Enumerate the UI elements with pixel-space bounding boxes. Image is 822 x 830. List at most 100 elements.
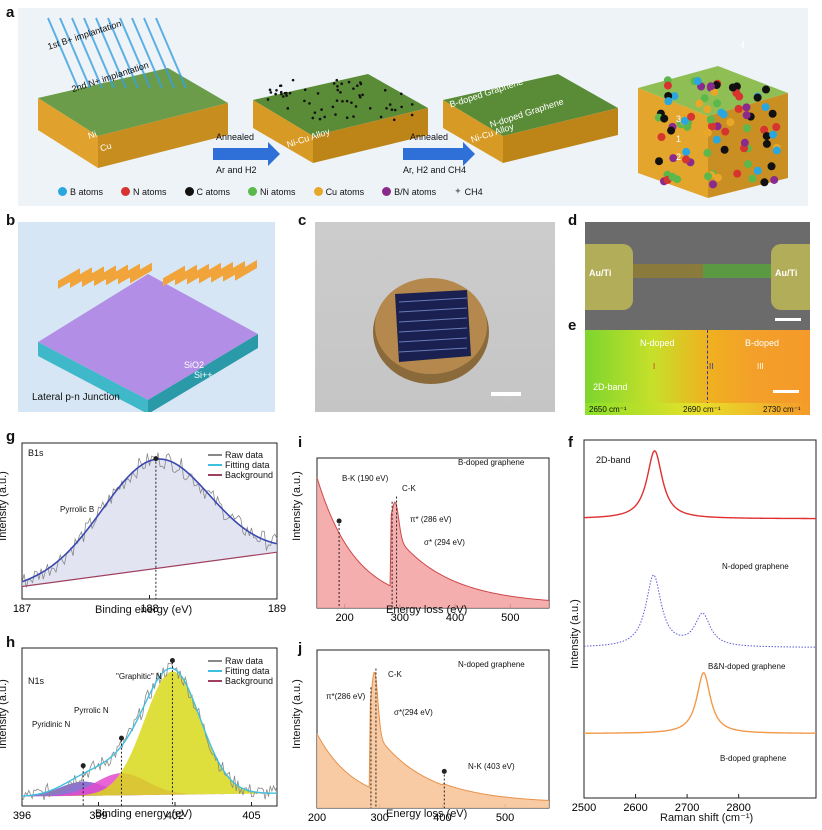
carbon-atom: [358, 95, 362, 99]
ion-beam: [95, 17, 127, 89]
legend-bn-atoms: B/N atoms: [382, 186, 436, 197]
lattice-atom: [682, 147, 691, 156]
lattice-atom: [657, 133, 666, 142]
panel-c-photo: [315, 222, 555, 412]
i-edge-dot: [336, 518, 342, 524]
contact-pad: [106, 264, 128, 286]
j-sigma: σ*(294 eV): [394, 708, 433, 717]
carbon-atom: [339, 91, 342, 94]
chart-g: 187 188 189: [13, 442, 286, 615]
lattice-atom: [734, 104, 743, 113]
carbon-atom: [341, 100, 344, 103]
i-tick-label: 400: [446, 612, 464, 624]
g-background-line: [21, 551, 278, 588]
h-peak-dot: [118, 735, 124, 741]
carbon-atom: [354, 105, 358, 108]
carbon-atom: [303, 99, 306, 103]
lattice-atom: [708, 122, 717, 131]
scale-low: 2650 cm⁻¹: [589, 405, 627, 414]
lattice-atom: [673, 175, 682, 184]
mark-3: III: [757, 362, 764, 371]
j-spectrum-line: [316, 671, 550, 801]
lattice-atom: [767, 162, 776, 171]
carbon-atom: [340, 82, 343, 86]
step2-text: 2: [676, 152, 682, 162]
oxide-text: SiO2: [184, 360, 205, 370]
f-series-n: N-doped graphene: [722, 562, 789, 571]
g-peak-dot: [153, 456, 159, 462]
scale-high: 2730 cm⁻¹: [763, 405, 801, 414]
carbon-atom: [280, 92, 283, 96]
h-graphitic-area: [22, 671, 277, 797]
h-peak-graphitic: "Graphitic" N: [116, 672, 162, 681]
lattice-atom: [709, 180, 718, 189]
chart-i: 200 300 400 500: [316, 457, 550, 624]
carbon-atom: [336, 84, 339, 88]
legend-cu-atoms: Cu atoms: [313, 186, 364, 197]
g-legend: Raw data Fitting data Background: [208, 450, 273, 480]
lattice-atom: [770, 175, 779, 184]
lattice-atom: [700, 94, 709, 103]
h-peak-pyridinic: Pyridinic N: [32, 720, 71, 729]
carbon-atom: [379, 115, 383, 119]
carbon-atom: [399, 92, 403, 96]
h-frame: [21, 647, 278, 807]
legend-ch4: ✦ CH4: [454, 186, 483, 197]
cu-atoms-swatch: [313, 187, 323, 196]
h-peak-dot: [80, 763, 86, 769]
chip-line: [398, 307, 468, 313]
lattice-atom: [681, 155, 690, 164]
chart-j: 200 300 400 500: [308, 649, 550, 824]
scale-mid: 2690 cm⁻¹: [683, 405, 721, 414]
band-text: 2D-band: [593, 382, 628, 392]
i-xlabel: Energy loss (eV): [386, 604, 468, 616]
chip-line: [398, 337, 468, 343]
panel-c-label: c: [298, 212, 307, 229]
carbon-atom: [279, 90, 283, 94]
carbon-atom: [291, 78, 295, 82]
panel-b-caption: Lateral p-n Junction: [32, 392, 120, 403]
chart-f: 2500 2600 2700 2800: [572, 439, 817, 814]
chip-line: [398, 347, 468, 353]
chip-line: [398, 297, 468, 303]
right-pad-text: Au/Ti: [775, 268, 798, 278]
lattice-atom: [655, 157, 664, 166]
chip-line: [398, 327, 468, 333]
lattice-atom: [660, 114, 669, 123]
channel-b: [703, 264, 771, 278]
lattice-atom: [720, 145, 729, 154]
carbon-atom: [266, 98, 270, 101]
ion-beam: [143, 17, 175, 89]
h-raw-line: [21, 662, 278, 801]
i-spectrum-area: [317, 477, 549, 608]
carbon-atom: [303, 88, 307, 92]
h-core: N1s: [28, 676, 45, 686]
f-ylabel: Intensity (a.u.): [568, 599, 581, 669]
i-tick-label: 300: [391, 612, 409, 624]
n-atoms-swatch: [121, 187, 131, 196]
panel-f-label: f: [568, 434, 573, 451]
carbon-atom: [278, 84, 282, 88]
panel-i-label: i: [298, 434, 303, 451]
carbon-atom: [336, 88, 340, 92]
contact-pad: [223, 260, 245, 282]
ni-atoms-swatch: [248, 187, 258, 196]
h-tick-label: 399: [89, 810, 107, 822]
lattice-atom: [772, 123, 781, 132]
legend-ni-atoms: Ni atoms: [248, 186, 296, 197]
channel-n: [633, 264, 703, 278]
bn-atoms-swatch: [382, 187, 392, 196]
j-ylabel: Intensity (a.u.): [290, 679, 303, 749]
legend-n-atoms: N atoms: [121, 186, 167, 197]
lattice-atom: [748, 174, 757, 183]
contact-pad: [163, 265, 185, 287]
carbon-atom: [390, 108, 394, 112]
panel-d-sem: Au/Ti Au/Ti: [585, 222, 810, 330]
panel-b-label: b: [6, 212, 16, 229]
legend-b-atoms: B atoms: [58, 186, 103, 197]
g-fit-area: [22, 459, 277, 587]
left-pad-text: Au/Ti: [589, 268, 612, 278]
left-pad: [585, 244, 633, 310]
carbon-atom: [383, 88, 387, 92]
mark-2: II: [709, 362, 714, 371]
